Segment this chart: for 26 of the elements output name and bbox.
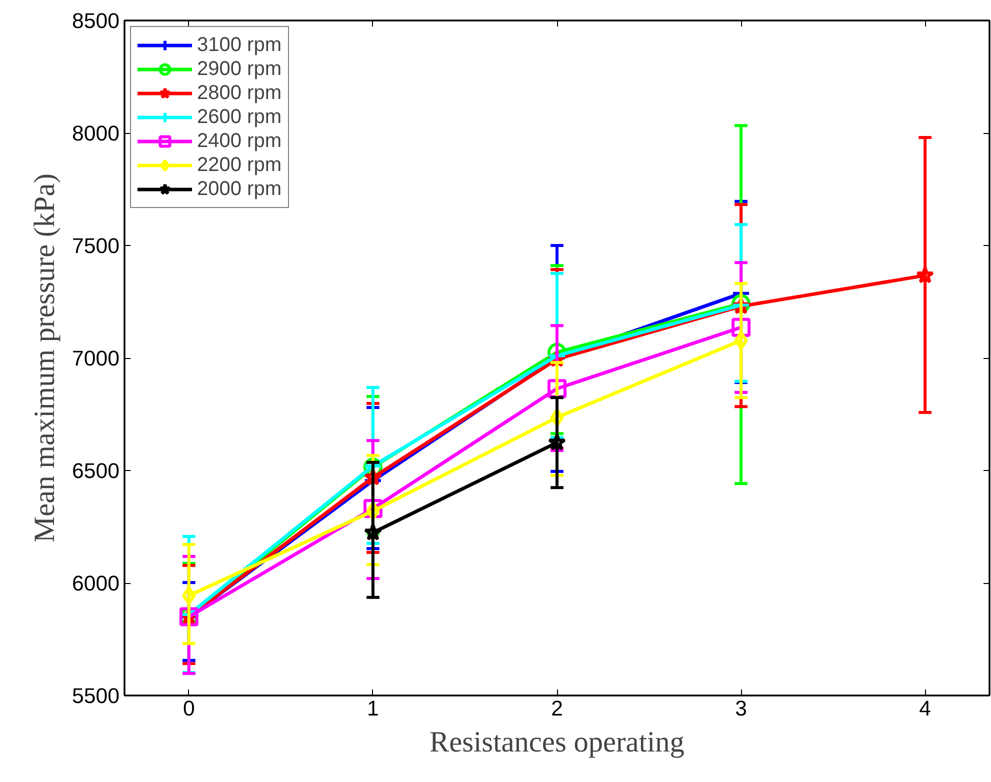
legend-label: 3100 rpm <box>197 33 282 57</box>
y-tick-label: 7500 <box>72 234 120 258</box>
legend-label: 2200 rpm <box>197 153 282 177</box>
y-tick-label: 5500 <box>72 684 120 708</box>
point <box>182 586 196 606</box>
x-tick-label: 1 <box>367 696 379 720</box>
legend-label: 2400 rpm <box>197 129 282 153</box>
legend-label: 2900 rpm <box>197 57 282 81</box>
x-tick-label: 2 <box>551 696 563 720</box>
y-tick-label: 8000 <box>72 122 120 146</box>
y-tick-label: 7000 <box>72 346 120 370</box>
point <box>548 433 566 451</box>
x-tick-label: 0 <box>182 696 195 720</box>
legend-label: 2800 rpm <box>197 81 282 105</box>
y-axis-title: Mean maximum pressure (kPa) <box>29 174 62 542</box>
point <box>364 523 382 541</box>
y-tick-label: 6000 <box>72 572 120 596</box>
y-tick-label: 8500 <box>72 9 120 33</box>
point <box>916 266 934 284</box>
x-tick-label: 3 <box>735 696 747 720</box>
point <box>734 330 748 350</box>
y-tick-label: 6500 <box>72 459 120 483</box>
legend-label: 2600 rpm <box>197 105 282 129</box>
x-tick-label: 4 <box>919 696 932 720</box>
legend-label: 2000 rpm <box>197 177 282 201</box>
x-axis-title: Resistances operating <box>430 726 685 758</box>
